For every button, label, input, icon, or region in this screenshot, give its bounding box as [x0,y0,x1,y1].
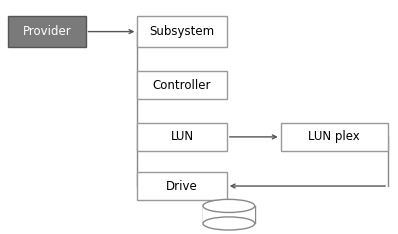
Text: Provider: Provider [22,25,71,38]
Text: LUN: LUN [170,130,194,143]
FancyBboxPatch shape [137,172,227,200]
FancyBboxPatch shape [281,123,388,151]
Text: Controller: Controller [153,79,211,92]
FancyBboxPatch shape [203,206,255,223]
Ellipse shape [203,199,255,212]
FancyBboxPatch shape [137,123,227,151]
FancyBboxPatch shape [137,71,227,99]
FancyBboxPatch shape [8,16,86,47]
Text: LUN plex: LUN plex [308,130,360,143]
Text: Subsystem: Subsystem [150,25,215,38]
Text: Drive: Drive [166,179,198,193]
Ellipse shape [203,217,255,230]
FancyBboxPatch shape [137,16,227,47]
